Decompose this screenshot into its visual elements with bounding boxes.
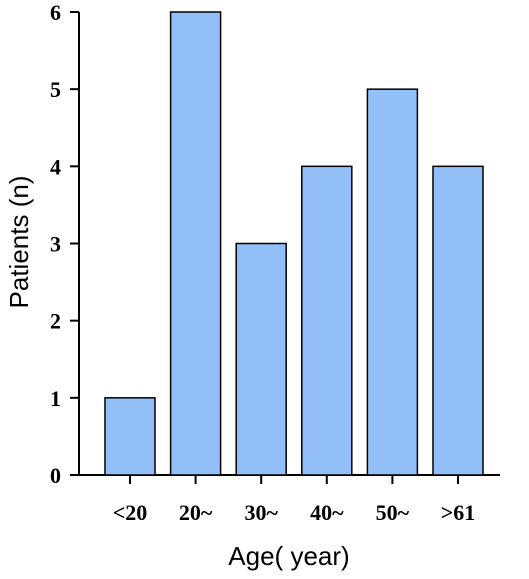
y-axis-title: Patients (n) [4, 176, 34, 309]
x-axis-title: Age( year) [228, 541, 349, 571]
bar [104, 397, 156, 476]
bar [366, 88, 419, 476]
x-ticks: <20 20~ 30~ 40~ 50~ >61 [113, 475, 476, 525]
bar [235, 242, 287, 476]
bar [432, 165, 484, 476]
x-tick-label: >61 [441, 500, 476, 525]
y-tick-label: 5 [50, 77, 61, 102]
y-ticks: 0 1 2 3 4 5 6 [50, 0, 79, 488]
y-tick-label: 0 [50, 463, 61, 488]
y-tick-label: 4 [50, 154, 61, 179]
x-tick-label: <20 [113, 500, 148, 525]
bar [301, 165, 353, 476]
x-tick-label: 30~ [244, 500, 278, 525]
bar [169, 11, 222, 476]
y-tick-label: 3 [50, 232, 61, 257]
x-tick-label: 40~ [310, 500, 344, 525]
x-tick-label: 50~ [376, 500, 410, 525]
x-tick-label: 20~ [179, 500, 213, 525]
y-tick-label: 1 [50, 386, 61, 411]
bars [104, 11, 484, 476]
y-tick-label: 2 [50, 309, 61, 334]
y-tick-label: 6 [50, 0, 61, 25]
